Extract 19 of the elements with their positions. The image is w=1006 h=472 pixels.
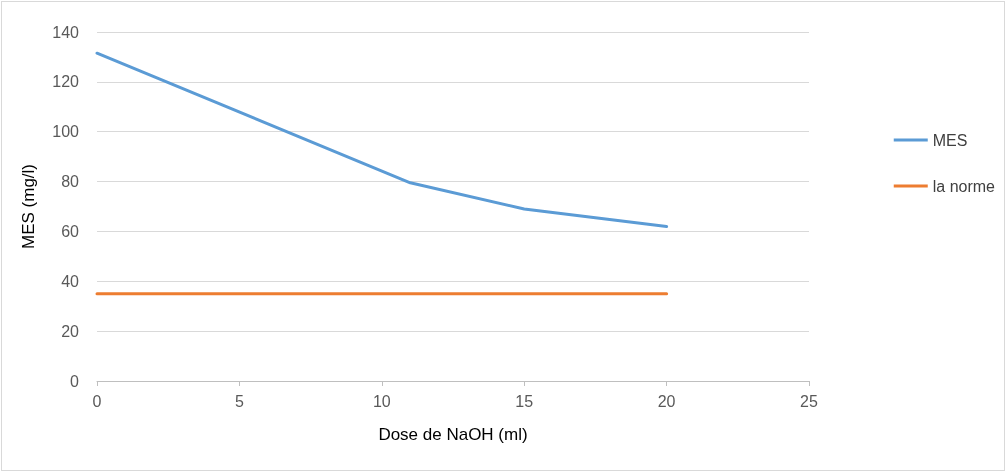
y-tick-label: 40 (61, 272, 80, 290)
y-tick-label: 60 (61, 222, 80, 240)
legend-label: la norme (932, 177, 996, 195)
y-tick-label: 140 (52, 23, 80, 41)
x-tick-label: 15 (515, 392, 534, 410)
y-tick-label: 0 (70, 372, 80, 390)
x-axis-title: Dose de NaOH (ml) (378, 425, 528, 444)
y-tick-label: 100 (52, 123, 80, 141)
x-tick-label: 5 (234, 392, 244, 410)
y-tick-label: 80 (61, 173, 80, 191)
legend-label: MES (932, 131, 968, 149)
y-tick-label: 20 (61, 322, 80, 340)
x-tick-label: 20 (657, 392, 676, 410)
line-series (95, 51, 669, 228)
x-tick-label: 0 (92, 392, 102, 410)
y-axis-title: MES (mg/l) (19, 164, 38, 249)
x-tick-label: 10 (372, 392, 391, 410)
x-tick-label: 25 (800, 392, 818, 410)
y-tick-label: 120 (52, 73, 80, 91)
